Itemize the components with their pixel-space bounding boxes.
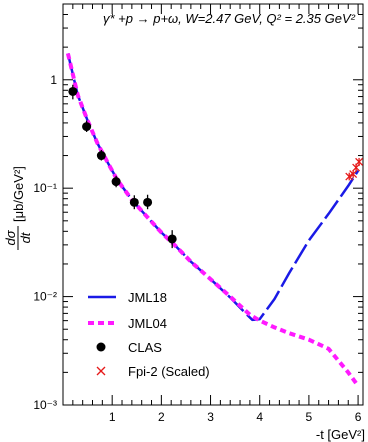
data-point-clas	[111, 177, 121, 187]
x-axis-label: -t [GeV²]	[316, 427, 365, 442]
legend-label-jml04: JML04	[128, 316, 167, 331]
y-axis-label-denominator: dt	[18, 231, 33, 243]
y-tick-label: 10⁻³	[33, 398, 57, 412]
y-tick-label: 10⁻¹	[33, 181, 57, 195]
legend-marker-fpi2	[96, 366, 106, 376]
series-line-jml18	[66, 53, 360, 322]
series-points	[68, 84, 364, 249]
legend: JML18 JML04 CLAS Fpi-2 (Scaled)	[88, 290, 210, 379]
data-point-clas	[167, 234, 177, 244]
legend-label-fpi2: Fpi-2 (Scaled)	[128, 364, 210, 379]
series-lines	[65, 52, 360, 388]
data-point-clas	[96, 151, 106, 161]
cross-stroke	[345, 172, 354, 181]
legend-label-clas: CLAS	[128, 340, 162, 355]
x-tick-label: 1	[109, 410, 116, 424]
data-point-fpi-2-scaled	[355, 157, 364, 166]
axis-tick-labels: 1 2 3 4 5 6 10⁻³ 10⁻² 10⁻¹ 1	[33, 73, 361, 424]
legend-marker-clas	[96, 342, 106, 352]
data-point-clas	[129, 197, 139, 207]
data-point-fpi-2-scaled	[345, 172, 354, 181]
cross-stroke	[349, 170, 358, 179]
data-point-clas	[143, 197, 153, 207]
x-tick-label: 4	[256, 410, 263, 424]
data-point-fpi-2-scaled	[349, 170, 358, 179]
y-axis-label: dσ dt [μb/GeV²]	[3, 166, 33, 250]
y-tick-label: 1	[50, 73, 57, 87]
series-line-jml04	[65, 52, 360, 388]
x-tick-label: 3	[207, 410, 214, 424]
legend-label-jml18: JML18	[128, 290, 167, 305]
y-axis-label-numerator: dσ	[3, 229, 18, 245]
x-tick-label: 5	[306, 410, 313, 424]
chart-title: γ* +p → p+ω, W=2.47 GeV, Q² = 2.35 GeV²	[103, 11, 356, 26]
y-axis-label-unit: [μb/GeV²]	[11, 166, 26, 222]
y-tick-label: 10⁻²	[33, 290, 57, 304]
x-tick-label: 6	[355, 410, 362, 424]
x-tick-label: 2	[158, 410, 165, 424]
cross-stroke	[355, 157, 364, 166]
axis-ticks	[63, 3, 363, 406]
data-point-clas	[68, 86, 78, 96]
data-point-clas	[82, 122, 92, 132]
